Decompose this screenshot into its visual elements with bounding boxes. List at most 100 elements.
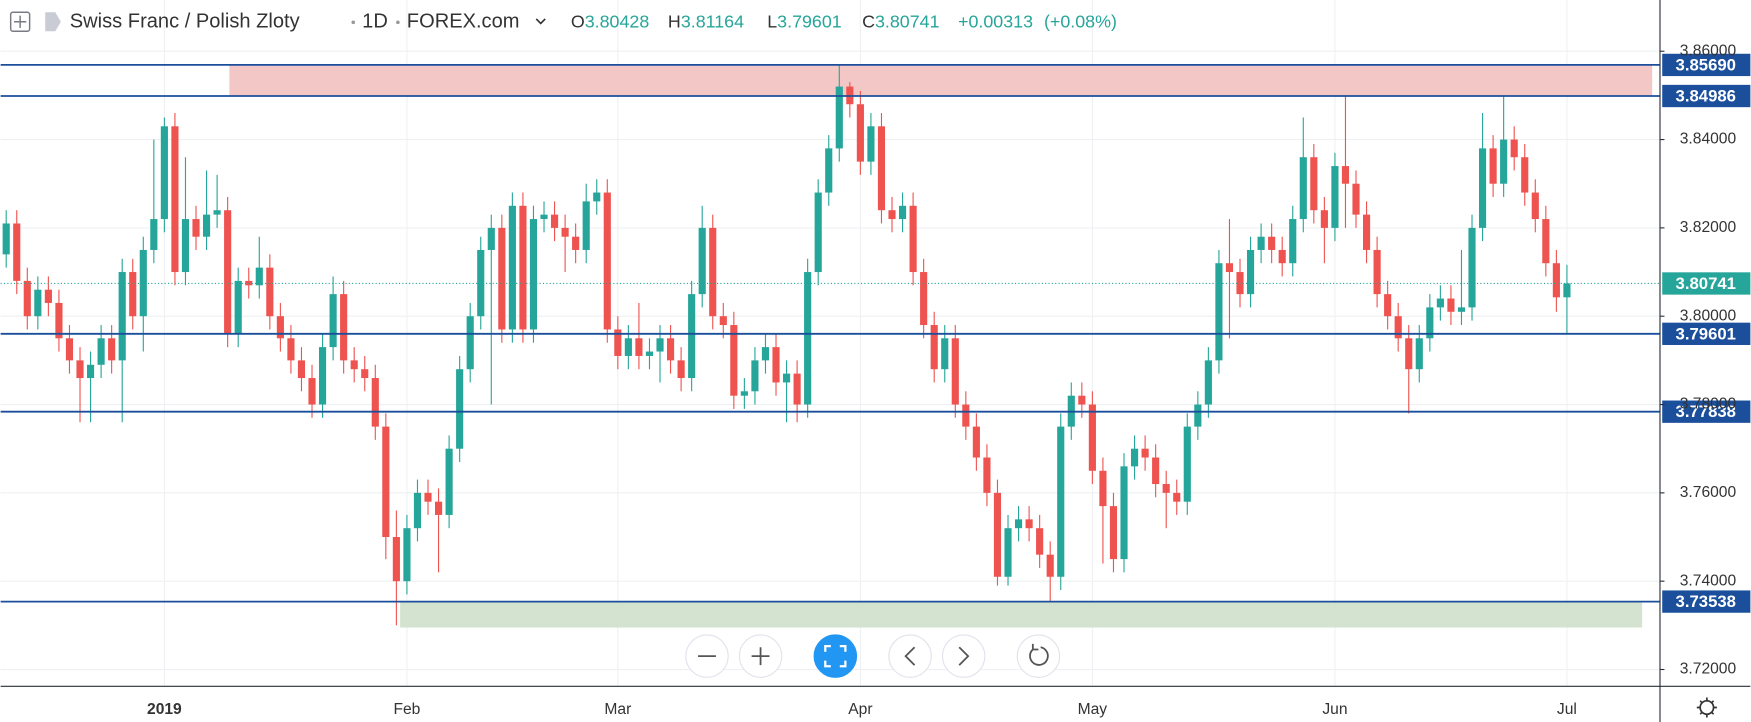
zoom-in-button[interactable]: [738, 634, 783, 678]
candle-body: [361, 369, 369, 379]
candle-body: [1310, 157, 1318, 211]
source-chevron[interactable]: [535, 18, 546, 25]
ohlc: O3.80428 H3.81164 L3.79601 C3.80741 +0.0…: [571, 11, 1117, 31]
candle-body: [1057, 426, 1065, 577]
candle-body: [1194, 404, 1202, 427]
source[interactable]: FOREX.com: [407, 11, 520, 33]
candle-body: [234, 280, 242, 334]
candle-body: [1447, 298, 1455, 312]
zone: [229, 64, 1653, 97]
candle-body: [1141, 448, 1149, 458]
y-tick-label: 3.82000: [1680, 219, 1737, 236]
candle-body: [1014, 519, 1023, 529]
candle-body: [329, 294, 337, 348]
symbol-flag-icon: [45, 12, 61, 32]
separator-dot: [396, 20, 400, 25]
candle-body: [1405, 338, 1413, 370]
open-value: 3.80428: [585, 11, 650, 31]
candle-body: [382, 426, 390, 538]
candle-body: [804, 272, 812, 405]
candle-body: [867, 126, 875, 162]
candle-body: [23, 280, 31, 317]
candle-body: [656, 338, 664, 352]
zones: [229, 64, 1653, 628]
candle-body: [1563, 283, 1571, 298]
candle-body: [1415, 338, 1423, 370]
low-value: 3.79601: [777, 11, 842, 31]
levels: 3.85690 3.84986 3.79601 3.77838 3.73538 3.807…: [0, 53, 1751, 613]
candle-body: [909, 205, 917, 273]
symbol-name[interactable]: Swiss Franc / Polish Zloty: [70, 11, 300, 33]
candle-body: [1088, 404, 1096, 471]
candle-body: [340, 294, 348, 361]
candle-body: [445, 448, 453, 515]
candle-body: [719, 316, 727, 326]
zone: [400, 601, 1643, 628]
candle-body: [1109, 506, 1118, 560]
add-symbol-icon[interactable]: [9, 11, 31, 32]
candle-body: [519, 205, 527, 330]
reset-button[interactable]: [1016, 634, 1061, 678]
separator-dot: [351, 20, 356, 25]
candle-body: [181, 219, 190, 273]
candle-body: [371, 378, 379, 427]
candle-body: [1130, 448, 1139, 467]
candle-body: [224, 210, 232, 334]
candle-body: [1299, 157, 1307, 220]
candle-body: [308, 378, 316, 405]
axis: 3.72000 3.74000 3.76000 3.78000 3.80000 3.820…: [147, 42, 1736, 717]
x-tick-label: Mar: [604, 701, 631, 718]
candle-body: [983, 457, 991, 493]
x-tick-label: Feb: [393, 701, 420, 718]
price-level-label: 3.73538: [1676, 592, 1736, 611]
candle-body: [1341, 166, 1350, 184]
candle-body: [1531, 192, 1539, 220]
candle-body: [1036, 528, 1044, 555]
candle-body: [1510, 139, 1518, 158]
candle-body: [255, 267, 263, 286]
candle-body: [434, 501, 443, 515]
candle-body: [129, 272, 137, 317]
candle-body: [698, 227, 706, 295]
candle-body: [962, 404, 970, 427]
fullscreen-button[interactable]: [813, 634, 858, 678]
zoom-out-button[interactable]: [685, 634, 729, 678]
candle-body: [76, 360, 84, 379]
candle-body: [118, 272, 126, 361]
candles: [2, 64, 1571, 626]
candle-body: [1457, 307, 1466, 312]
candle-body: [951, 338, 959, 405]
candle-body: [65, 338, 74, 361]
candle-body: [392, 537, 400, 582]
candle-body: [192, 219, 200, 237]
candle-body: [1120, 466, 1128, 560]
x-tick-label: May: [1078, 701, 1108, 718]
close-value: 3.80741: [875, 11, 940, 31]
candle-body: [1289, 219, 1297, 264]
candle-body: [898, 205, 907, 220]
price-level-tag: [1662, 590, 1751, 613]
candle-body: [603, 192, 611, 330]
candle-body: [572, 236, 580, 250]
candle-body: [877, 126, 886, 211]
candle-body: [688, 294, 696, 379]
candle-body: [1373, 249, 1381, 295]
candle-body: [1004, 528, 1012, 577]
candle-body: [645, 351, 654, 356]
candle-body: [941, 338, 949, 370]
candle-body: [1426, 307, 1434, 339]
scroll-left-button[interactable]: [888, 634, 932, 678]
price-level-tag: [1662, 400, 1751, 423]
candle-body: [835, 86, 843, 149]
candle-body: [730, 325, 738, 396]
candle-body: [1489, 148, 1497, 184]
candle-body: [856, 104, 864, 162]
candle-body: [740, 391, 748, 396]
price-level-tag: [1662, 53, 1751, 77]
settings-button[interactable]: [1696, 697, 1717, 718]
scroll-right-button[interactable]: [941, 634, 986, 678]
candle-body: [624, 338, 632, 356]
candle-body: [508, 205, 516, 330]
interval[interactable]: 1D: [362, 11, 388, 33]
candle-body: [2, 223, 10, 255]
